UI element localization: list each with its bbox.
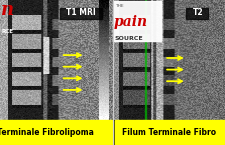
Text: T1 MRI: T1 MRI [66,8,96,17]
Text: pain: pain [114,15,148,29]
Text: Terminale Fibrolipoma: Terminale Fibrolipoma [0,128,93,137]
Text: SOURCE: SOURCE [115,36,143,40]
FancyBboxPatch shape [186,8,208,19]
Bar [145,0,146,120]
Text: T2: T2 [193,8,203,17]
Bar [115,120,225,145]
Text: n: n [1,1,14,19]
Text: THE: THE [115,4,123,8]
Text: Filum Terminale Fibro: Filum Terminale Fibro [122,128,216,137]
Bar [113,1,161,41]
Bar [0,120,113,145]
Text: RCE: RCE [1,29,13,34]
FancyBboxPatch shape [60,8,102,19]
